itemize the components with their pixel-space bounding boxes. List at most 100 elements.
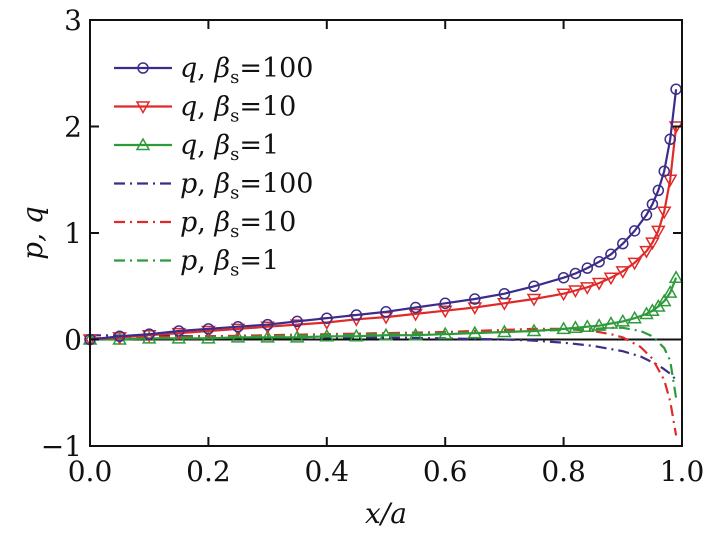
x-tick-label: 0.4 (305, 455, 350, 488)
triangle-up-marker (645, 303, 660, 316)
legend-entry: p, βs=1 (114, 246, 279, 281)
triangle-down-marker (568, 285, 583, 299)
circle-marker (380, 306, 392, 318)
circle-marker (581, 262, 594, 274)
x-tick-label: 1.0 (660, 455, 705, 488)
x-tick-label: 0.8 (541, 455, 586, 488)
triangle-down-marker (135, 101, 151, 115)
series-line (89, 126, 678, 341)
legend-entry: q, βs=1 (114, 130, 279, 165)
triangle-up-marker (615, 313, 631, 327)
y-tick-label: −1 (41, 430, 82, 463)
triangle-down-marker (141, 329, 157, 343)
triangle-up-marker (556, 321, 571, 335)
series-line (89, 326, 678, 399)
x-tick-label: 0.2 (186, 455, 231, 488)
triangle-down-marker (579, 282, 595, 295)
series-layer (82, 83, 684, 436)
circle-marker (143, 328, 155, 340)
triangle-down-marker (651, 225, 666, 239)
triangle-up-marker (662, 285, 678, 298)
y-tick-label: 2 (64, 111, 82, 144)
triangle-up-marker (603, 316, 619, 329)
triangle-down-marker (230, 323, 246, 337)
circle-marker (173, 325, 185, 337)
triangle-down-marker (437, 305, 453, 319)
circle-marker (646, 198, 659, 210)
triangle-up-marker (230, 329, 246, 343)
triangle-down-marker (591, 277, 607, 291)
triangle-up-marker (437, 326, 453, 340)
circle-marker (652, 184, 665, 197)
triangle-down-marker (603, 272, 619, 286)
series-line (89, 89, 678, 341)
triangle-down-marker (645, 237, 660, 251)
triangle-down-marker (408, 308, 423, 322)
circle-marker (202, 323, 215, 335)
y-tick-label: 3 (64, 4, 82, 37)
circle-marker (439, 297, 451, 310)
legend-label: p, βs=1 (180, 246, 279, 281)
triangle-down-marker (627, 257, 642, 271)
triangle-down-marker (112, 332, 127, 345)
circle-marker (569, 267, 582, 280)
triangle-down-marker (467, 302, 483, 316)
triangle-up-marker (171, 330, 187, 344)
triangle-down-marker (615, 266, 631, 279)
y-axis-title: p, q (16, 206, 49, 260)
triangle-up-marker (627, 310, 642, 324)
triangle-up-marker (568, 320, 583, 334)
circle-marker (232, 320, 244, 333)
triangle-up-marker (289, 329, 305, 343)
legend-entry: q, βs=100 (114, 53, 314, 88)
x-tick-label: 0.0 (68, 455, 113, 488)
triangle-up-marker (408, 327, 423, 341)
x-tick-label: 0.6 (423, 455, 468, 488)
triangle-up-marker (319, 328, 335, 342)
legend-entry: q, βs=10 (114, 92, 296, 127)
triangle-up-marker (260, 329, 275, 343)
circle-marker (409, 301, 422, 314)
triangle-down-marker (201, 325, 216, 339)
triangle-up-marker (349, 328, 364, 342)
triangle-up-marker (579, 319, 595, 332)
triangle-down-marker (556, 288, 571, 302)
triangle-down-marker (639, 245, 654, 259)
legend-label: q, βs=1 (180, 130, 279, 165)
legend-entry: p, βs=100 (114, 169, 314, 204)
triangle-down-marker (662, 174, 678, 188)
triangle-down-marker (171, 327, 187, 341)
series-p-beta-1 (89, 326, 678, 399)
circle-marker (321, 312, 333, 324)
y-tick-label: 1 (64, 217, 82, 250)
triangle-up-marker (201, 330, 216, 344)
triangle-up-marker (639, 306, 654, 320)
circle-marker (628, 225, 641, 237)
circle-marker (261, 318, 274, 331)
triangle-down-marker (656, 206, 672, 220)
triangle-down-marker (526, 293, 542, 307)
circle-marker (640, 209, 653, 221)
legend-label: p, βs=10 (180, 207, 296, 242)
circle-marker (528, 280, 540, 292)
triangle-up-marker (135, 137, 151, 151)
ticks-layer: 0.0 0.2 0.4 0.6 0.8 1.0 −1 0 1 2 3 (41, 4, 705, 488)
circle-marker (469, 293, 481, 305)
x-axis-title: x/a (365, 497, 407, 530)
triangle-up-marker (378, 327, 394, 341)
triangle-down-marker (260, 321, 275, 335)
circle-marker (498, 287, 511, 300)
circle-marker (605, 248, 617, 261)
circle-marker (658, 165, 670, 177)
circle-marker (664, 133, 676, 146)
triangle-up-marker (668, 270, 684, 283)
circle-marker (350, 309, 363, 321)
triangle-up-marker (526, 323, 542, 337)
series-q-beta-100 (84, 83, 682, 346)
legend-label: q, βs=100 (180, 53, 314, 88)
circle-marker (137, 62, 149, 74)
triangle-up-marker (591, 318, 607, 331)
